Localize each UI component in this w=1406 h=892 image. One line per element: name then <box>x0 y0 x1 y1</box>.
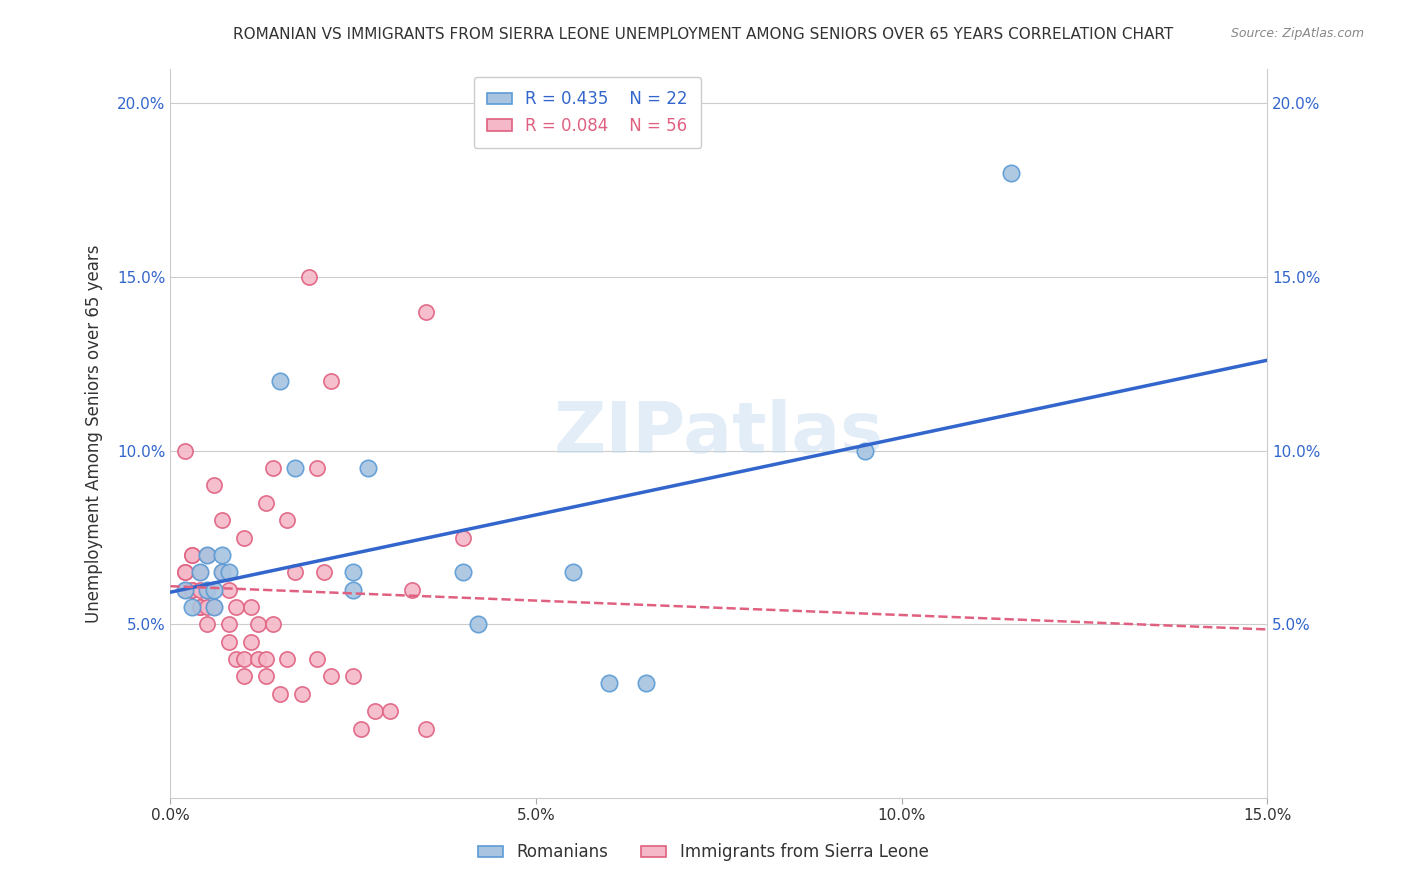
Point <box>195 582 218 597</box>
Point <box>218 617 240 632</box>
Point <box>211 566 233 580</box>
Point <box>349 722 371 736</box>
Point <box>232 669 254 683</box>
Point <box>269 687 291 701</box>
Point <box>202 599 225 614</box>
Point <box>211 548 233 562</box>
Point <box>853 443 876 458</box>
Point <box>181 582 204 597</box>
Point <box>291 687 314 701</box>
Point <box>378 704 401 718</box>
Point <box>254 652 277 666</box>
Point <box>254 669 277 683</box>
Legend: Romanians, Immigrants from Sierra Leone: Romanians, Immigrants from Sierra Leone <box>464 830 942 875</box>
Point <box>276 513 298 527</box>
Point <box>188 582 211 597</box>
Point <box>342 669 364 683</box>
Point <box>342 582 364 597</box>
Point <box>415 304 437 318</box>
Point <box>195 617 218 632</box>
Text: ROMANIAN VS IMMIGRANTS FROM SIERRA LEONE UNEMPLOYMENT AMONG SENIORS OVER 65 YEAR: ROMANIAN VS IMMIGRANTS FROM SIERRA LEONE… <box>233 27 1173 42</box>
Point <box>262 461 284 475</box>
Point <box>195 599 218 614</box>
Point <box>218 582 240 597</box>
Point <box>561 566 583 580</box>
Point <box>195 548 218 562</box>
Point <box>305 461 328 475</box>
Point <box>218 634 240 648</box>
Point <box>305 652 328 666</box>
Point <box>188 566 211 580</box>
Point <box>211 513 233 527</box>
Point <box>634 676 657 690</box>
Y-axis label: Unemployment Among Seniors over 65 years: Unemployment Among Seniors over 65 years <box>86 244 103 623</box>
Point <box>232 531 254 545</box>
Point <box>284 566 307 580</box>
Point <box>202 599 225 614</box>
Point <box>451 566 474 580</box>
Point <box>262 617 284 632</box>
Point <box>247 617 270 632</box>
Point <box>174 582 197 597</box>
Point <box>225 652 247 666</box>
Point <box>357 461 380 475</box>
Point <box>247 652 270 666</box>
Point <box>451 531 474 545</box>
Point <box>188 566 211 580</box>
Point <box>254 496 277 510</box>
Point <box>174 566 197 580</box>
Point <box>269 374 291 388</box>
Point <box>239 634 262 648</box>
Point <box>276 652 298 666</box>
Point <box>202 582 225 597</box>
Point <box>598 676 620 690</box>
Point <box>181 548 204 562</box>
Point <box>181 548 204 562</box>
Point <box>232 652 254 666</box>
Point <box>174 443 197 458</box>
Text: Source: ZipAtlas.com: Source: ZipAtlas.com <box>1230 27 1364 40</box>
Point <box>239 599 262 614</box>
Legend: R = 0.435    N = 22, R = 0.084    N = 56: R = 0.435 N = 22, R = 0.084 N = 56 <box>474 77 702 148</box>
Point <box>415 722 437 736</box>
Point <box>195 548 218 562</box>
Point <box>312 566 335 580</box>
Text: ZIPatlas: ZIPatlas <box>554 399 884 467</box>
Point <box>174 582 197 597</box>
Point <box>342 566 364 580</box>
Point <box>195 582 218 597</box>
Point <box>321 669 343 683</box>
Point <box>188 599 211 614</box>
Point <box>218 566 240 580</box>
Point <box>298 269 321 284</box>
Point <box>181 599 204 614</box>
Point <box>467 617 489 632</box>
Point <box>1000 166 1022 180</box>
Point <box>174 566 197 580</box>
Point <box>401 582 423 597</box>
Point <box>202 478 225 492</box>
Point <box>211 566 233 580</box>
Point <box>364 704 387 718</box>
Point <box>181 582 204 597</box>
Point <box>188 599 211 614</box>
Point <box>284 461 307 475</box>
Point <box>225 599 247 614</box>
Point <box>321 374 343 388</box>
